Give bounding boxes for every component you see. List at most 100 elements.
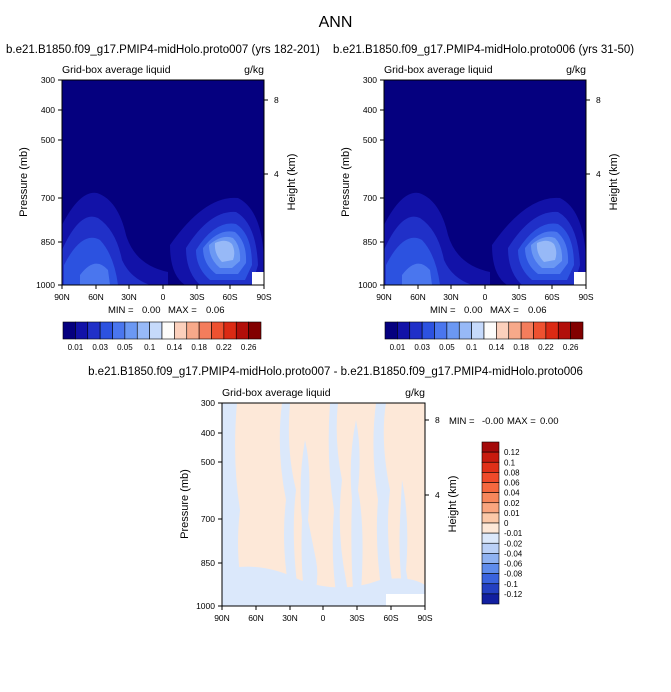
colorbar-swatch (149, 321, 163, 340)
panel-2-variable-label: Grid-box average liquid (384, 64, 493, 76)
panel-3-xtick: 0 (321, 613, 326, 623)
colorbar-label: -0.1 (504, 580, 518, 589)
colorbar-swatch (481, 482, 500, 493)
colorbar-swatch (496, 321, 510, 340)
colorbar-swatch (186, 321, 200, 340)
panel-2-xtick: 60N (410, 292, 426, 302)
colorbar-label: 0.1 (466, 343, 478, 350)
panel-2-units-label: g/kg (566, 64, 586, 76)
panel-3-ytick: 700 (201, 514, 215, 524)
panel-2-y2-axis: 8 4 (586, 95, 601, 179)
colorbar-swatch (235, 321, 249, 340)
colorbar-label: 0.01 (504, 509, 520, 518)
panel-3-xtick: 60S (383, 613, 398, 623)
panel-2-xtick: 60S (544, 292, 559, 302)
panel-3-ytick: 400 (201, 428, 215, 438)
svg-text:MAX =: MAX = (168, 305, 197, 316)
colorbar-label: 0.01 (68, 343, 84, 350)
colorbar-swatch (533, 321, 547, 340)
colorbar-label: -0.04 (504, 549, 523, 558)
colorbar-swatch (481, 542, 500, 554)
colorbar-swatch (87, 321, 101, 340)
svg-text:MIN =: MIN = (430, 305, 456, 316)
panel-1-ytick: 400 (41, 105, 55, 115)
panel-2-colorbar: 0.01 0.03 0.05 0.1 0.14 0.18 0.22 0.26 (384, 321, 584, 350)
panel-3-variable-label: Grid-box average liquid (222, 387, 331, 399)
colorbar-swatch (446, 321, 460, 340)
panel-2-ytick: 1000 (358, 280, 377, 290)
colorbar-swatch (384, 321, 398, 340)
panel-1-chart: Grid-box average liquid g/kg 300 400 500… (18, 64, 298, 350)
panel-3-y2-axis: 8 4 (425, 415, 440, 500)
svg-text:-0.00: -0.00 (482, 416, 504, 427)
panel-2-xtick: 90N (376, 292, 392, 302)
panel-2-xtick: 30N (443, 292, 459, 302)
colorbar-label: 0.06 (504, 479, 520, 488)
colorbar-swatch (112, 321, 126, 340)
figure-title: ANN (318, 14, 353, 31)
colorbar-label: 0.26 (241, 343, 257, 350)
colorbar-label: 0.1 (504, 458, 516, 467)
colorbar-swatch (570, 321, 584, 340)
panel-2-xtick: 0 (483, 292, 488, 302)
panel-1-ylabel: Pressure (mb) (18, 147, 30, 217)
panel-1-y2label: Height (km) (286, 154, 298, 211)
colorbar-swatch (481, 573, 500, 585)
panel-3-contours (222, 403, 425, 606)
colorbar-swatch (481, 553, 500, 564)
colorbar-swatch (409, 321, 423, 340)
panel-2-ytick: 300 (363, 75, 377, 85)
colorbar-label: 0.01 (390, 343, 406, 350)
panel-3-ytick: 500 (201, 457, 215, 467)
colorbar-label: -0.02 (504, 539, 523, 548)
colorbar-label: -0.01 (504, 529, 523, 538)
svg-text:0.06: 0.06 (206, 305, 225, 316)
panel-2-ytick: 850 (363, 237, 377, 247)
panel-1-stats: MIN = 0.00 MAX = 0.06 (108, 305, 225, 316)
panel-3-xtick: 90N (214, 613, 230, 623)
panel-1-ytick: 850 (41, 237, 55, 247)
colorbar-label: 0.03 (92, 343, 108, 350)
colorbar-swatch (161, 321, 175, 340)
svg-text:MAX =: MAX = (507, 416, 536, 427)
panel-2-xtick: 30S (511, 292, 526, 302)
panel-1-xtick: 0 (161, 292, 166, 302)
panel-3-stats: MIN = -0.00 MAX = 0.00 (449, 416, 559, 427)
panel-2-xtick: 90S (578, 292, 593, 302)
panel-1-title: b.e21.B1850.f09_g17.PMIP4-midHolo.proto0… (6, 44, 320, 56)
panel-1-ytick: 1000 (36, 280, 55, 290)
colorbar-swatch (174, 321, 188, 340)
svg-text:MAX =: MAX = (490, 305, 519, 316)
colorbar-swatch (481, 563, 500, 574)
svg-text:MIN =: MIN = (108, 305, 134, 316)
colorbar-swatch (481, 522, 500, 534)
colorbar-label: 0.02 (504, 499, 520, 508)
colorbar-label: 0 (504, 519, 509, 528)
colorbar-label: 0.18 (191, 343, 207, 350)
panel-1-xtick: 30N (121, 292, 137, 302)
svg-text:0.00: 0.00 (464, 305, 483, 316)
panel-3-xtick: 90S (417, 613, 432, 623)
colorbar-label: 0.18 (513, 343, 529, 350)
colorbar-swatch (471, 321, 485, 340)
colorbar-swatch (481, 583, 500, 595)
panel-1-x-axis: 90N 60N 30N 0 30S 60S 90S (54, 285, 272, 302)
colorbar-label: 0.08 (504, 468, 520, 477)
colorbar-swatch (481, 593, 500, 605)
panel-2-x-axis: 90N 60N 30N 0 30S 60S 90S (376, 285, 594, 302)
panel-1-variable-label: Grid-box average liquid (62, 64, 171, 76)
colorbar-swatch (198, 321, 212, 340)
panel-2-ytick: 400 (363, 105, 377, 115)
panel-1-ytick: 700 (41, 193, 55, 203)
svg-text:0.00: 0.00 (540, 416, 559, 427)
panel-3-ytick: 300 (201, 398, 215, 408)
colorbar-label: 0.14 (489, 343, 505, 350)
colorbar-label: 0.14 (167, 343, 183, 350)
colorbar-swatch (62, 321, 76, 340)
svg-text:0.00: 0.00 (142, 305, 161, 316)
panel-1-y2-axis: 8 4 (264, 95, 279, 179)
panel-2-ylabel: Pressure (mb) (340, 147, 352, 217)
colorbar-swatch (508, 321, 522, 340)
colorbar-label: -0.12 (504, 590, 523, 599)
svg-text:0.06: 0.06 (528, 305, 547, 316)
